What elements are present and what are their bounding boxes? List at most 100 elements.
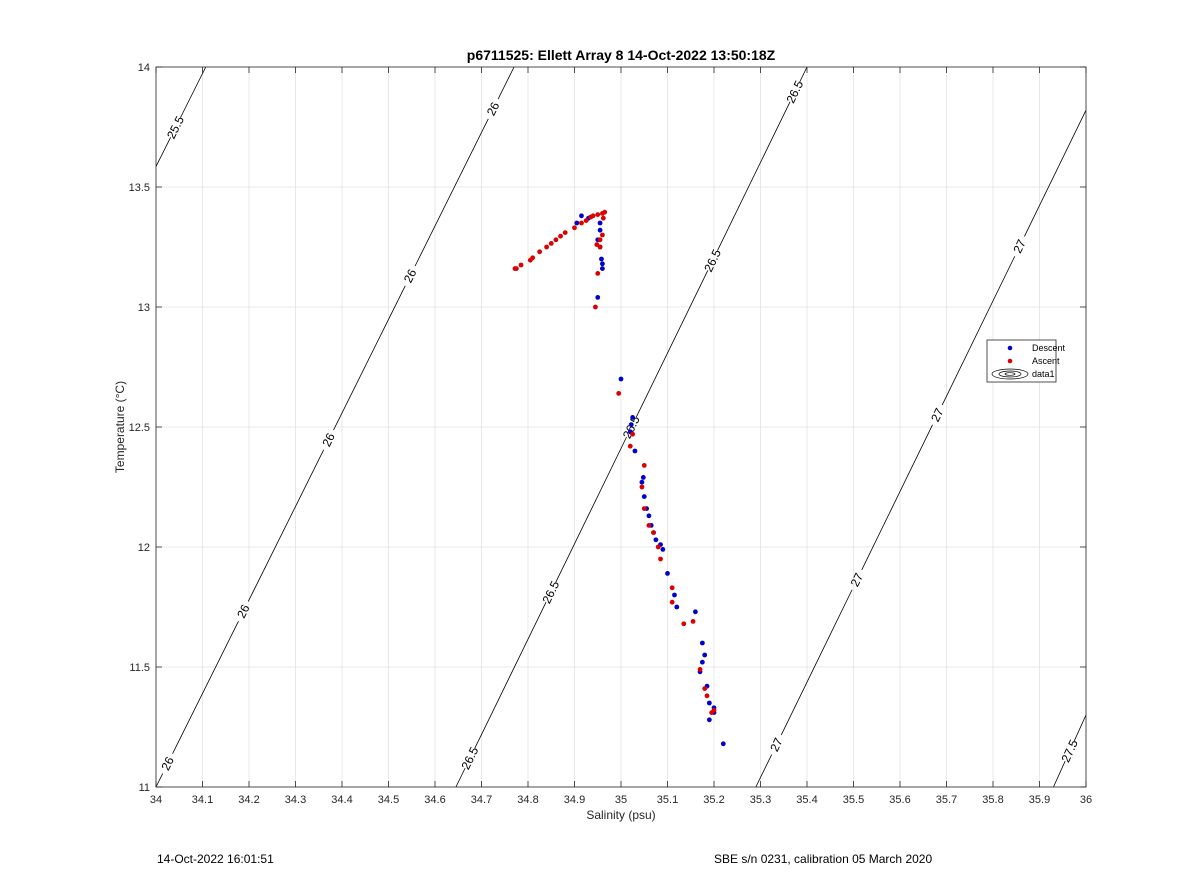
descent-data-point <box>653 537 659 543</box>
ascent-data-point <box>630 431 636 437</box>
contour-line-segment <box>717 101 791 251</box>
x-tick-label: 35.6 <box>889 794 910 806</box>
x-tick-label: 35.5 <box>843 794 864 806</box>
footer-timestamp: 14-Oct-2022 16:01:51 <box>157 852 274 866</box>
contour-line-segment <box>455 767 466 788</box>
ascent-data-point <box>681 621 687 627</box>
descent-data-point <box>599 256 604 262</box>
contour-label: 26.5 <box>459 744 482 771</box>
descent-data-point <box>639 479 645 485</box>
contour-line-segment <box>861 424 933 571</box>
x-axis-ticks: 34 34.1 34.2 34.3 34.4 34.5 34.6 34.7 34.8 34.9 35… <box>150 67 1092 806</box>
contour-line-segment <box>155 773 164 788</box>
contour-line-segment <box>555 436 627 583</box>
x-tick-label: 34.4 <box>331 794 352 806</box>
descent-data-point <box>699 659 705 665</box>
grid-lines <box>155 66 1087 788</box>
ascent-data-point <box>600 232 605 238</box>
contour-label: 26.5 <box>783 78 806 105</box>
descent-data-point <box>618 376 624 382</box>
ascent-data-point <box>593 304 598 310</box>
x-tick-label: 35.8 <box>982 794 1003 806</box>
ascent-data-point <box>669 585 675 591</box>
contour-line-segment <box>333 285 406 431</box>
ascent-data-point <box>513 266 519 271</box>
ascent-data-point <box>597 244 603 250</box>
contour-line-segment <box>941 256 1016 406</box>
y-tick-label: 13.5 <box>129 182 150 194</box>
ascent-data-point <box>600 215 606 221</box>
descent-data-point <box>720 741 726 747</box>
ascent-data-point <box>641 463 647 468</box>
contour-line-segment <box>780 589 853 736</box>
descent-data-point <box>628 422 634 427</box>
contour-label: 27 <box>928 406 947 424</box>
y-tick-label: 13 <box>138 302 150 314</box>
y-tick-label: 12.5 <box>129 422 150 434</box>
descent-data-point <box>600 266 605 271</box>
ascent-data-point <box>548 241 554 246</box>
legend-label-data1: data1 <box>1032 369 1055 379</box>
contour-label: 26 <box>319 431 338 449</box>
ascent-data-point <box>579 220 584 226</box>
contour-label: 27 <box>1010 237 1029 255</box>
ascent-data-point <box>616 391 622 396</box>
contour-label: 26.5 <box>539 578 562 605</box>
contour-line-segment <box>414 118 489 267</box>
contour-line-segment <box>635 270 709 418</box>
contour-line-segment <box>1053 760 1066 788</box>
ascent-data-point <box>595 271 601 276</box>
contour-label: 27 <box>767 735 786 753</box>
x-tick-label: 35.1 <box>657 794 678 806</box>
contour-line-segment <box>172 620 239 754</box>
ascent-data-point <box>627 443 633 449</box>
contour-label: 26 <box>234 602 253 620</box>
descent-data-point <box>672 592 677 598</box>
legend-contour-icon <box>991 368 1029 380</box>
ascent-data-point <box>646 523 652 528</box>
descent-data-point <box>579 213 584 219</box>
ascent-data-point <box>595 212 601 218</box>
descent-data-point <box>699 640 705 646</box>
x-tick-label: 35.2 <box>703 794 724 806</box>
descent-data-point <box>641 494 647 499</box>
ascent-data-point <box>702 686 708 691</box>
legend: Descent Ascent data1 <box>986 339 1066 383</box>
ascent-data-point <box>658 556 663 562</box>
y-tick-label: 12 <box>138 542 150 554</box>
contour-label: 26.5 <box>701 247 724 274</box>
contour-label: 26 <box>401 267 420 285</box>
descent-data-point <box>597 220 603 226</box>
y-tick-label: 14 <box>138 62 150 74</box>
ascent-data-point <box>590 213 596 219</box>
y-axis-label: Temperature (°C) <box>113 381 127 473</box>
ascent-data-point <box>651 530 656 535</box>
y-tick-label: 11.5 <box>129 662 150 674</box>
descent-data-point <box>574 220 580 226</box>
ascent-data-point <box>597 237 603 243</box>
legend-label-descent: Descent <box>1032 343 1066 353</box>
x-tick-label: 34.9 <box>564 794 585 806</box>
legend-label-ascent: Ascent <box>1032 356 1060 366</box>
descent-data-point <box>597 227 603 233</box>
ascent-data-point <box>553 237 559 243</box>
contour-line-segment <box>180 66 207 118</box>
descent-data-point <box>640 475 646 480</box>
descent-data-point <box>702 652 708 658</box>
ascent-data-point <box>544 244 549 250</box>
descent-data-point <box>646 513 652 519</box>
contour-line-segment <box>799 66 808 83</box>
x-tick-label: 34.7 <box>471 794 492 806</box>
descent-data-point <box>660 547 666 552</box>
x-tick-label: 35.7 <box>936 794 957 806</box>
contour-line-segment <box>755 754 772 788</box>
x-tick-label: 34.3 <box>285 794 306 806</box>
ascent-data-point <box>572 225 577 231</box>
ascent-data-point <box>641 506 647 511</box>
data-points <box>512 209 726 747</box>
ascent-data-point <box>697 667 703 672</box>
x-tick-label: 36 <box>1080 794 1092 806</box>
contour-label: 26 <box>484 100 503 118</box>
footer-calibration: SBE s/n 0231, calibration 05 March 2020 <box>714 852 933 866</box>
